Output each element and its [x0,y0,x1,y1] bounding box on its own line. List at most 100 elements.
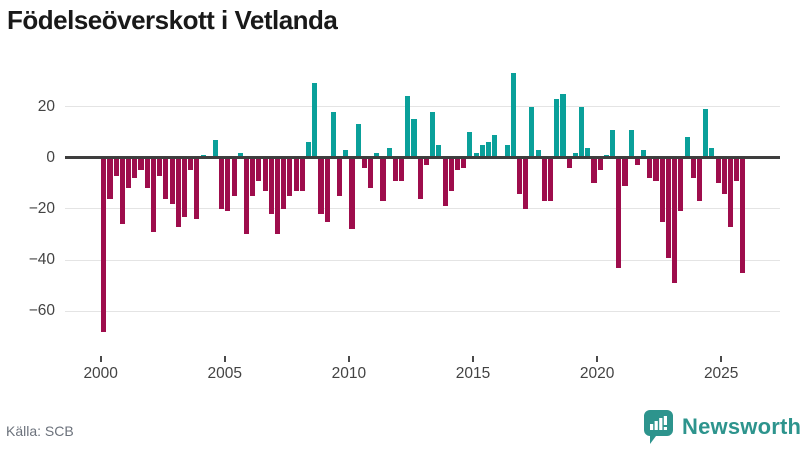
bar-negative [541,157,547,202]
gridline [65,208,780,210]
y-axis-label: −60 [28,302,55,320]
bar-positive [529,106,535,158]
logo-bar-large [659,418,663,430]
x-axis-tick [720,356,723,362]
bar-negative [175,157,181,227]
bar-positive [479,144,485,158]
bar-negative [293,157,299,191]
bar-positive [585,147,591,158]
bar-positive [554,98,560,158]
bar-negative [653,157,659,181]
bar-negative [734,157,740,181]
bar-negative [324,157,330,222]
bar-positive [306,142,312,158]
bar-negative [188,157,194,171]
bar-positive [343,150,349,158]
bar-negative [219,157,225,209]
bar-negative [144,157,150,189]
bar-negative [622,157,628,186]
bar-negative [399,157,405,181]
bar-negative [194,157,200,220]
gridline [65,310,780,312]
bar-negative [119,157,125,225]
y-axis-label: 20 [37,97,55,115]
bar-negative [548,157,554,202]
bar-negative [715,157,721,184]
bar-negative [672,157,678,284]
bar-negative [516,157,523,194]
bar-negative [163,157,169,199]
bar-negative [126,157,132,189]
bar-positive [560,93,566,158]
bar-negative [442,157,448,207]
bar-positive [436,144,442,158]
bar-negative [349,157,355,230]
bar-negative [337,157,343,197]
x-axis-label: 2010 [331,365,367,382]
newsworthy-logo: Newsworthy [643,409,800,445]
bar-negative [616,157,622,268]
bar-positive [492,134,498,158]
bar-negative [250,157,256,197]
bar-positive [703,109,709,158]
bar-positive [312,83,318,158]
newsworthy-logo-icon [644,410,673,444]
logo-bar-small [650,424,654,430]
bar-negative [591,157,597,184]
x-axis-label: 2015 [455,365,491,382]
bar-positive [374,152,380,158]
x-axis-tick [472,356,474,362]
bar-negative [678,157,684,212]
bar-negative [647,157,653,179]
x-axis-label: 2020 [579,365,615,382]
bar-positive [504,144,510,158]
bar-positive [579,106,585,158]
bar-negative [243,157,250,235]
bar-negative [392,157,398,181]
x-axis-label: 2000 [83,365,118,382]
y-axis-label: −20 [28,199,55,217]
bar-negative [417,157,423,199]
bar-negative [274,157,281,235]
bar-negative [523,157,529,209]
bar-positive [411,119,417,158]
bar-chart-plot-area: 20 0 −20 −40 −60 2000 2005 2010 2015 2020 2025 [28,73,780,382]
x-axis-label: 2005 [207,365,243,382]
bar-negative [454,157,461,171]
bar-negative [318,157,324,214]
bar-positive [473,152,479,158]
bar-negative [231,157,237,197]
bar-negative [169,157,175,204]
bar-negative [138,157,144,171]
bar-positive [405,96,411,158]
logo-exclamation-stem [663,416,667,425]
bar-positive [330,111,336,158]
source-label: Källa: SCB [6,423,74,439]
gridline [65,106,780,107]
bar-negative [287,157,293,197]
bar-negative [380,157,386,202]
bar-positive [572,152,578,158]
bar-negative [157,157,163,176]
newsworthy-logo-text: Newsworthy [682,414,800,439]
bar-positive [212,139,219,158]
bar-negative [107,157,113,199]
bar-negative [634,157,640,166]
bar-positive [355,124,361,158]
bar-positive [628,129,634,158]
bar-negative [113,157,119,176]
bar-negative [281,157,287,209]
x-axis-label: 2025 [703,365,739,382]
bar-negative [665,157,672,258]
bar-positive [510,73,516,158]
x-axis-tick [596,356,599,362]
bar-negative [740,157,746,273]
bar-positive [684,137,690,158]
bar-positive [430,111,436,158]
bar-negative [448,157,454,191]
bar-negative [361,157,367,168]
bar-negative [225,157,231,212]
bar-negative [461,157,467,168]
bar-positive [386,147,392,158]
